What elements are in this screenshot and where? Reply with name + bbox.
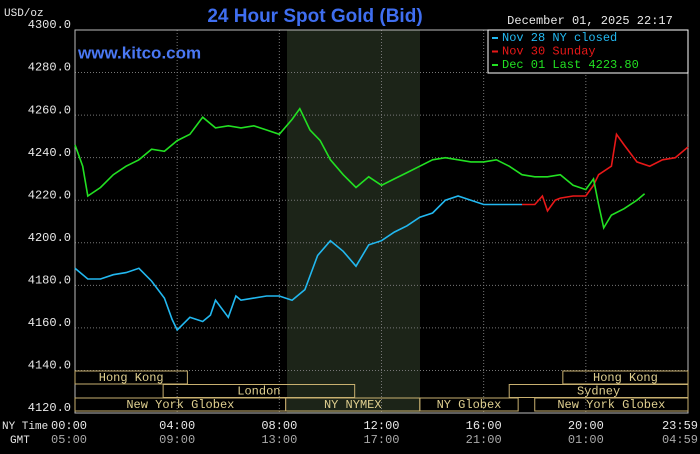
unit-label: USD/oz [4, 8, 44, 20]
session-label: NY Globex [437, 398, 502, 412]
session-bar [74, 370, 188, 385]
y-tick-label: 4180.0 [28, 274, 71, 288]
watermark: www.kitco.com [77, 43, 201, 62]
session-label: Hong Kong [593, 371, 658, 385]
timestamp: December 01, 2025 22:17 [507, 14, 673, 28]
x-tick-label: 12:00 [363, 419, 399, 433]
price-line [74, 195, 522, 332]
x-tick-label-gmt: 21:00 [466, 433, 502, 447]
x-tick-label-gmt: 05:00 [51, 433, 87, 447]
legend-label: Dec 01 Last 4223.80 [502, 58, 639, 72]
chart-title: 24 Hour Spot Gold (Bid) [207, 6, 422, 27]
x-tick-label: 16:00 [466, 419, 502, 433]
session-bar [419, 397, 519, 412]
y-tick-label: 4280.0 [28, 61, 71, 75]
session-bar [534, 397, 689, 412]
x-tick-label: 20:00 [568, 419, 604, 433]
y-tick-label: 4220.0 [28, 188, 71, 202]
y-tick-label: 4140.0 [28, 359, 71, 373]
y-tick-label: 4260.0 [28, 103, 71, 117]
x-tick-label: 00:00 [51, 419, 87, 433]
x-tick-label-gmt: 04:59 [662, 433, 698, 447]
x-tick-label-gmt: 01:00 [568, 433, 604, 447]
legend-label: Nov 28 NY closed [502, 31, 617, 45]
session-label: London [237, 385, 280, 399]
y-tick-label: 4240.0 [28, 146, 71, 160]
session-label: New York Globex [126, 398, 234, 412]
plot-frame [74, 29, 689, 414]
x-row-label: NY Time [2, 421, 48, 433]
y-tick-label: 4160.0 [28, 316, 71, 330]
y-tick-label: 4120.0 [28, 401, 71, 415]
price-line [522, 132, 689, 213]
x-tick-label: 23:59 [662, 419, 698, 433]
session-label: NY NYMEX [324, 398, 382, 412]
x-tick-label: 08:00 [261, 419, 297, 433]
price-line [74, 107, 646, 231]
session-label: New York Globex [557, 398, 665, 412]
market-hours-shade [287, 30, 420, 413]
legend-box [487, 29, 689, 74]
y-tick-label: 4300.0 [28, 18, 71, 32]
x-row-label: GMT [10, 435, 30, 447]
session-label: Sydney [577, 385, 620, 399]
legend-label: Nov 30 Sunday [502, 45, 596, 59]
x-tick-label-gmt: 09:00 [159, 433, 195, 447]
x-tick-label-gmt: 13:00 [261, 433, 297, 447]
x-tick-label: 04:00 [159, 419, 195, 433]
session-label: Hong Kong [99, 371, 164, 385]
x-tick-label-gmt: 17:00 [363, 433, 399, 447]
y-tick-label: 4200.0 [28, 231, 71, 245]
